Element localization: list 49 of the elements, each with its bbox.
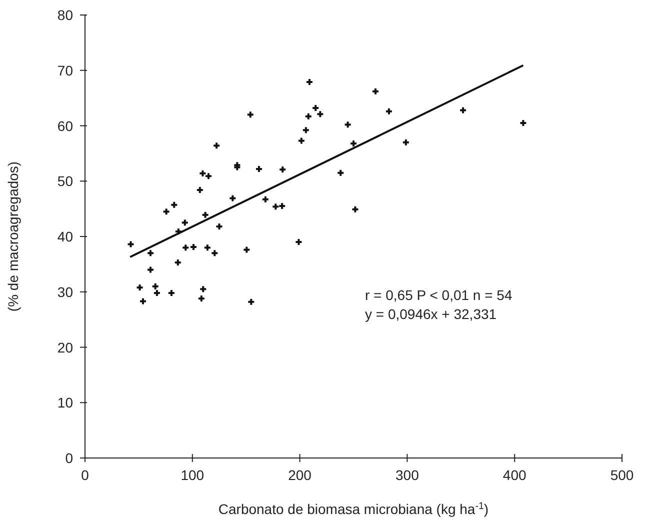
point <box>210 249 219 258</box>
point <box>146 266 155 274</box>
point <box>351 205 360 214</box>
y-tick-label: 70 <box>57 62 74 78</box>
annotation: r = 0,65 P < 0,01 n = 54 <box>365 287 512 303</box>
point <box>126 240 135 248</box>
annotation: y = 0,0946x + 32,331 <box>365 306 497 322</box>
point <box>336 168 345 177</box>
y-tick-label: 10 <box>57 394 74 411</box>
x-tick-label: 100 <box>180 467 204 483</box>
point <box>372 87 380 96</box>
point <box>344 120 352 129</box>
point <box>459 106 468 114</box>
point <box>182 244 190 252</box>
point <box>233 163 242 172</box>
y-tick-label: 0 <box>65 450 74 466</box>
point <box>170 200 178 209</box>
point <box>199 285 208 294</box>
y-tick-label: 50 <box>57 173 74 190</box>
y-tick-label: 40 <box>57 228 74 244</box>
point <box>247 298 256 306</box>
point <box>146 249 155 258</box>
point <box>384 107 393 116</box>
point <box>203 244 212 252</box>
y-tick-label: 60 <box>57 118 74 134</box>
y-tick-label: 30 <box>57 284 74 300</box>
x-tick-label: 500 <box>610 467 634 483</box>
x-tick-label: 0 <box>81 467 90 483</box>
point <box>228 194 237 202</box>
point <box>297 136 306 145</box>
point <box>242 246 251 254</box>
y-tick-label: 20 <box>57 339 74 356</box>
point <box>233 161 242 170</box>
point <box>180 218 189 227</box>
point <box>246 110 254 119</box>
y-tick-label: 80 <box>57 7 74 23</box>
point <box>302 126 310 134</box>
point <box>201 210 210 219</box>
y-axis-title: (% de macroagregados) <box>5 161 21 312</box>
point <box>162 208 170 216</box>
x-tick-label: 200 <box>288 467 312 483</box>
point <box>212 142 221 150</box>
point <box>304 112 312 120</box>
point <box>272 202 280 211</box>
point <box>261 195 270 204</box>
x-axis-title: Carbonato de biomasa microbiana (kg ha$^{-1}$) <box>218 500 489 517</box>
point <box>402 138 410 146</box>
x-tick-label: 400 <box>502 467 526 483</box>
x-tick-label: 300 <box>396 467 420 483</box>
